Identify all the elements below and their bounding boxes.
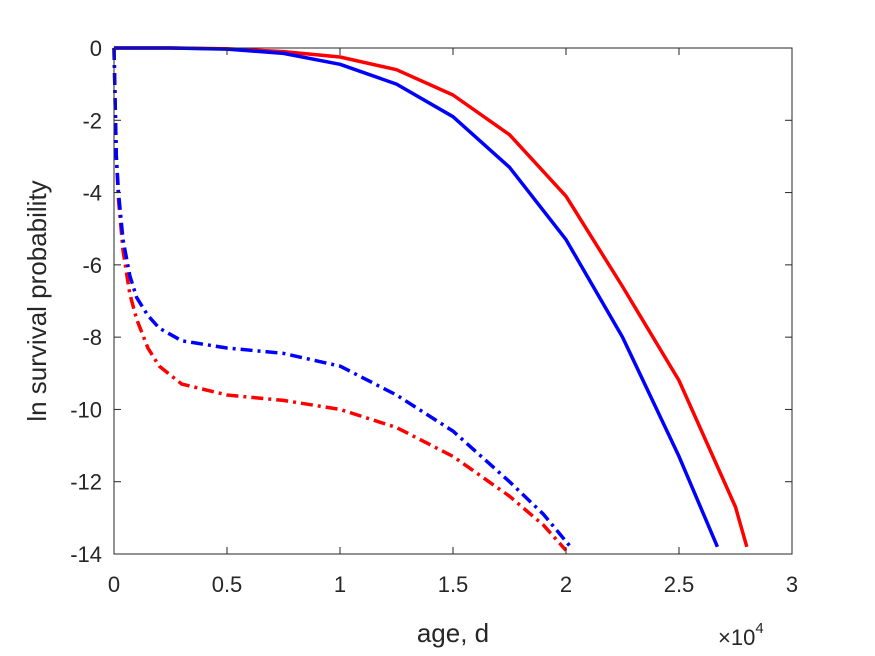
x-tick-label: 1 [334, 572, 346, 597]
y-tick-label: -4 [82, 181, 102, 206]
y-tick-label: -10 [70, 397, 102, 422]
x-tick-label: 3 [786, 572, 798, 597]
x-exponent-base: ×10 [718, 625, 755, 650]
y-tick-label: -14 [70, 542, 102, 567]
x-exponent-label: ×104 [718, 620, 764, 650]
plot-background [114, 48, 792, 554]
y-tick-label: -2 [82, 108, 102, 133]
series-line-2 [114, 46, 720, 548]
x-tick-label: 0.5 [212, 572, 243, 597]
y-tick-label: -6 [82, 253, 102, 278]
y-tick-label: 0 [90, 36, 102, 61]
y-tick-label: -12 [70, 470, 102, 495]
x-tick-label: 2.5 [664, 572, 695, 597]
y-tick-label: -8 [82, 325, 102, 350]
series-line-4 [112, 47, 572, 548]
x-tick-label: 2 [560, 572, 572, 597]
x-exponent-power: 4 [755, 620, 763, 637]
tick-layer: 0 0.5 1 1.5 2 2.5 3 0 -2 -4 -6 -8 -10 -12 -14 [70, 36, 798, 597]
x-tick-label: 1.5 [438, 572, 469, 597]
y-axis-label: ln survival probability [22, 180, 52, 421]
x-tick-label: 0 [108, 572, 120, 597]
x-axis-label: age, d [417, 618, 489, 648]
